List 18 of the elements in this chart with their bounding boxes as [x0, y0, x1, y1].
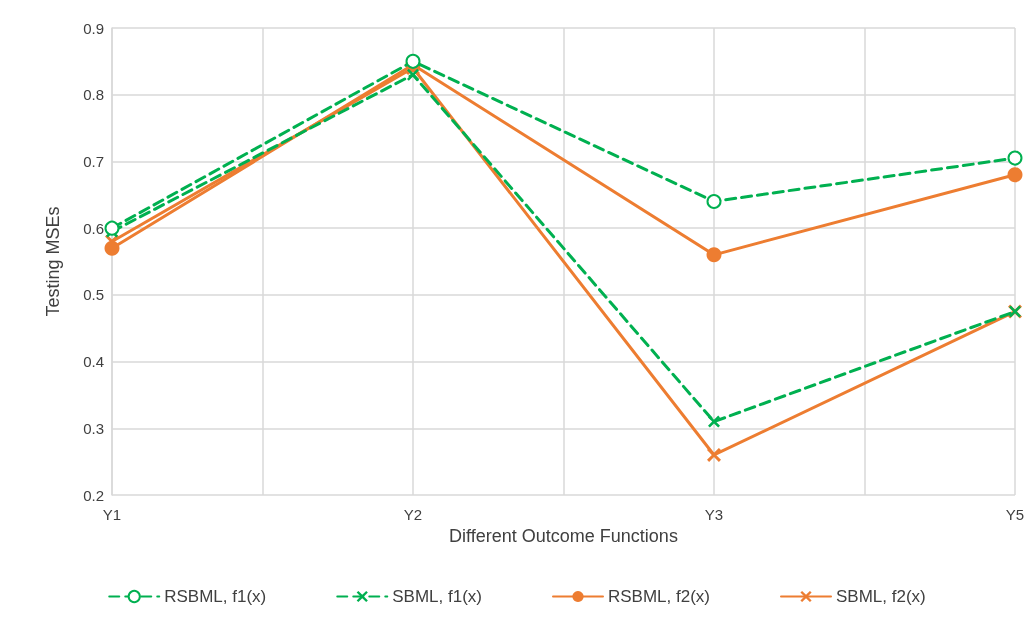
y-tick-label: 0.8 — [83, 86, 104, 104]
y-tick-label: 0.9 — [83, 19, 104, 37]
legend-label: RSBML, f1(x) — [164, 587, 267, 606]
x-tick-label: Y1 — [102, 506, 122, 523]
legend-label: SBML, f1(x) — [392, 587, 483, 606]
x-tick-label: Y3 — [704, 506, 724, 523]
x-tick-label: Y2 — [403, 506, 423, 523]
legend-label: SBML, f2(x) — [836, 587, 926, 606]
y-tick-label: 0.5 — [83, 286, 104, 304]
y-tick-label: 0.4 — [83, 353, 104, 371]
legend-label: RSBML, f2(x) — [608, 587, 711, 606]
y-tick-label: 0.6 — [83, 219, 104, 237]
y-tick-label: 0.7 — [83, 152, 104, 170]
x-tick-label: Y5 — [1005, 506, 1025, 523]
y-tick-label: 0.2 — [83, 486, 104, 504]
x-axis-title: Different Outcome Functions — [449, 525, 678, 546]
y-tick-label: 0.3 — [83, 419, 104, 437]
y-axis-title: Testing MSEs — [43, 206, 63, 317]
